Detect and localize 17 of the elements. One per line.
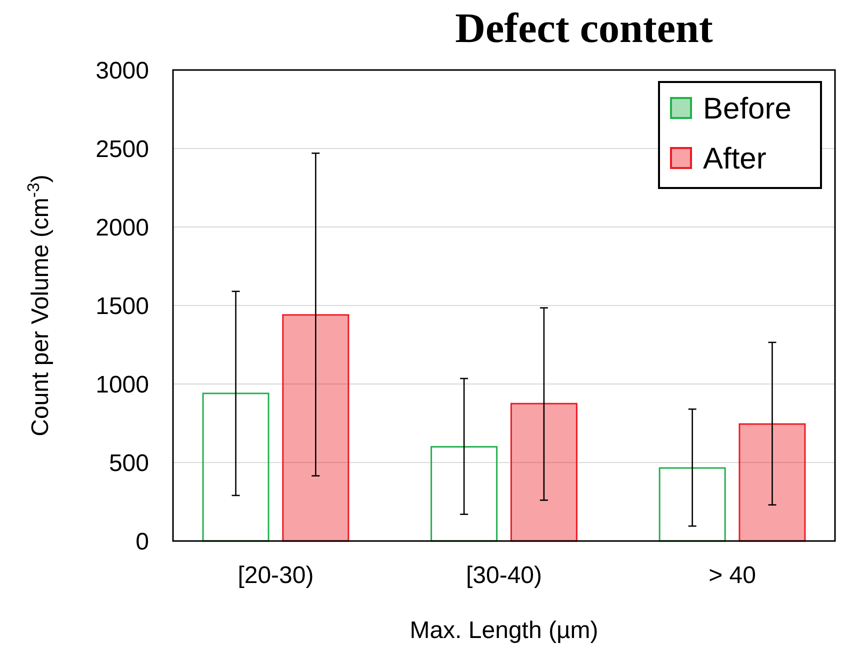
x-tick-label: > 40 [708, 562, 756, 589]
x-tick-label: [20-30) [238, 562, 314, 589]
chart-title: Defect content [455, 6, 713, 52]
y-tick-label: 2500 [96, 136, 149, 163]
legend-label: Before [703, 92, 792, 126]
x-axis-title: Max. Length (µm) [410, 617, 598, 644]
bar [738, 423, 806, 542]
bar [510, 402, 578, 542]
bar [282, 314, 350, 542]
y-tick-label: 500 [108, 450, 149, 477]
y-tick-label: 0 [136, 528, 149, 556]
y-tick-label: 1500 [96, 292, 149, 320]
y-tick-label: 2000 [96, 214, 149, 242]
legend-label: After [703, 142, 766, 176]
y-tick-label: 3000 [96, 57, 149, 84]
x-tick-label: [30-40) [466, 562, 542, 589]
y-tick-label: 1000 [96, 371, 149, 398]
